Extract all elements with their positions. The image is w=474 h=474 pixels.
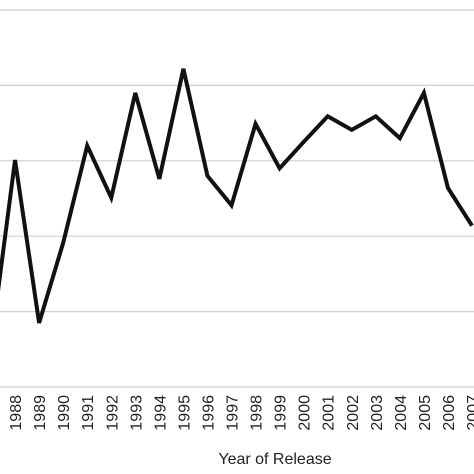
x-tick-label: 2001 bbox=[321, 395, 338, 431]
x-tick-label: 2002 bbox=[345, 395, 362, 431]
x-tick-label: 1989 bbox=[32, 395, 49, 431]
x-tick-label: 2005 bbox=[417, 395, 434, 431]
x-tick-label: 1999 bbox=[273, 395, 290, 431]
x-tick-label: 1990 bbox=[56, 395, 73, 431]
x-tick-label: 1997 bbox=[225, 395, 242, 431]
x-tick-label: 1993 bbox=[128, 395, 145, 431]
x-tick-label: 1988 bbox=[8, 395, 25, 431]
x-tick-label: 2004 bbox=[393, 395, 410, 431]
x-tick-label: 1994 bbox=[152, 395, 169, 431]
x-tick-label: 1991 bbox=[80, 395, 97, 431]
x-tick-label: 1992 bbox=[104, 395, 121, 431]
x-tick-label: 2000 bbox=[297, 395, 314, 431]
x-tick-label: 1996 bbox=[200, 395, 217, 431]
x-tick-label: 2006 bbox=[441, 395, 458, 431]
x-tick-label: 2003 bbox=[369, 395, 386, 431]
x-tick-label: 1995 bbox=[176, 395, 193, 431]
x-axis-title: Year of Release bbox=[218, 451, 331, 468]
data-line bbox=[0, 68, 474, 324]
x-tick-label: 1998 bbox=[249, 395, 266, 431]
x-tick-label: 2007 bbox=[465, 395, 474, 431]
